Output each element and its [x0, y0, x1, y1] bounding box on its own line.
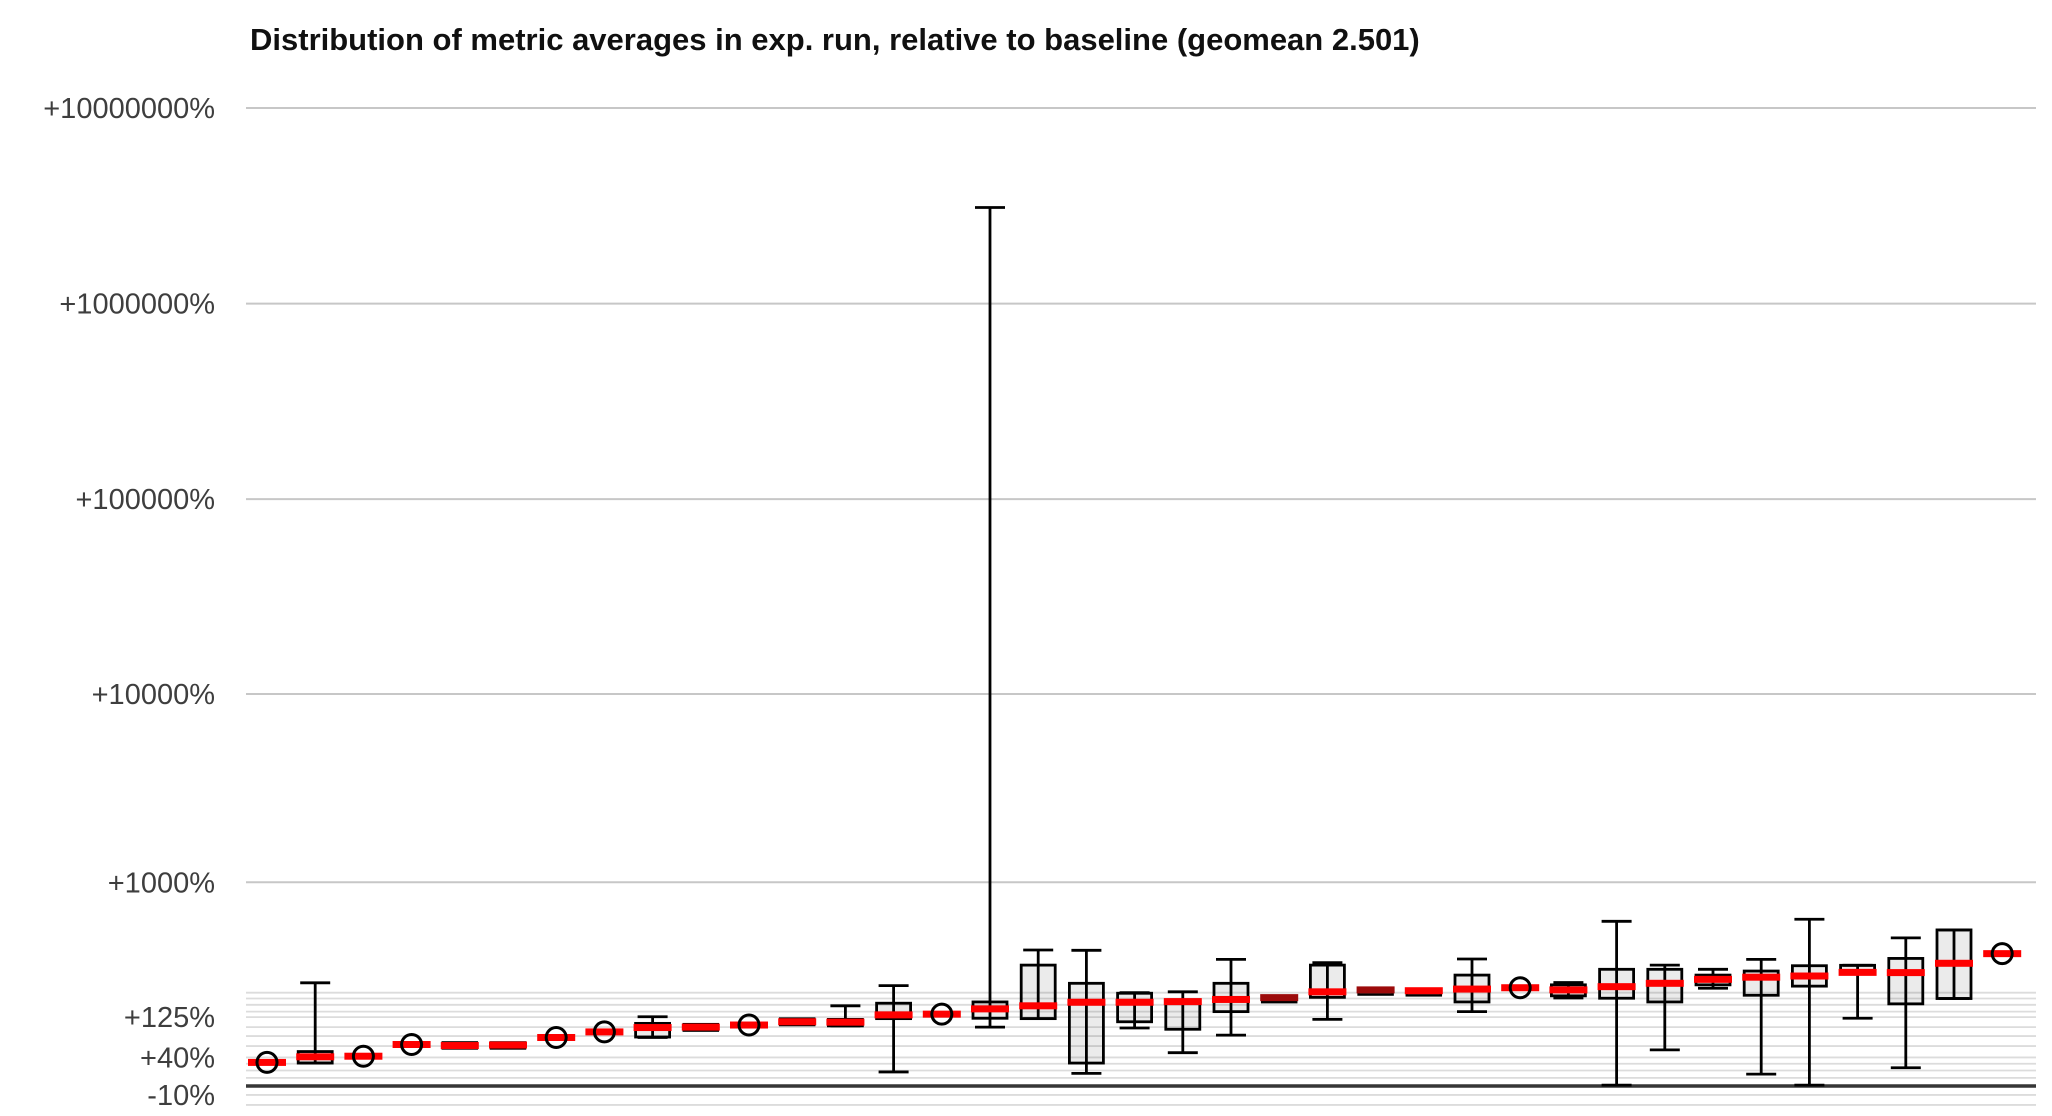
box-plot-item-33 [1838, 963, 1877, 1020]
median-line [1549, 986, 1588, 994]
median-line [489, 1041, 527, 1049]
median-line [1597, 983, 1636, 991]
box-plot-item-19 [1163, 990, 1202, 1055]
point-circle [930, 1002, 954, 1026]
point-circle [351, 1044, 375, 1068]
box-plot-item-32 [1790, 917, 1829, 1087]
median-line [1886, 969, 1925, 977]
box-plot-item-20 [1212, 957, 1250, 1037]
box-plot-item-2 [344, 1044, 383, 1068]
box-plot-item-13 [874, 984, 913, 1074]
box-plot-item-26 [1501, 976, 1540, 1000]
box-plot-item-11 [778, 1017, 817, 1027]
point-circle [737, 1013, 761, 1037]
median-line [1212, 995, 1250, 1003]
box-plot-item-4 [440, 1041, 479, 1050]
median-line [1163, 998, 1202, 1006]
box-plot-item-9 [681, 1022, 720, 1032]
point-circle [255, 1050, 279, 1074]
median-line [1645, 979, 1684, 987]
box-plot-item-21 [1260, 994, 1299, 1004]
median-line [1838, 968, 1877, 976]
box-plot-item-7 [585, 1020, 624, 1044]
y-tick-label: +10000000% [43, 93, 215, 125]
box-plot-item-25 [1453, 957, 1491, 1014]
box-plot-item-24 [1404, 987, 1443, 997]
median-line [344, 1052, 383, 1060]
median-line [826, 1018, 865, 1026]
median-line [296, 1053, 335, 1061]
median-line [537, 1033, 576, 1041]
chart-title: Distribution of metric averages in exp. … [250, 22, 1420, 57]
median-line [922, 1010, 961, 1018]
median-line [874, 1011, 913, 1019]
median-line [440, 1042, 479, 1050]
box-plot-item-12 [826, 1004, 865, 1028]
y-tick-label: -10% [147, 1080, 215, 1112]
median-line [1019, 1002, 1058, 1010]
box-plot-item-22 [1308, 961, 1347, 1021]
iqr-box [1887, 957, 1925, 1006]
box-plot-item-23 [1356, 986, 1395, 996]
median-line [392, 1040, 431, 1048]
box-plot-item-5 [489, 1041, 527, 1050]
box-plot-item-14 [922, 1002, 961, 1026]
median-line [681, 1023, 720, 1031]
median-line [778, 1018, 817, 1026]
median-line [633, 1024, 672, 1032]
box-plot-item-0 [248, 1050, 286, 1074]
point-circle [1990, 942, 2014, 966]
point-circle [1508, 976, 1532, 1000]
median-line [1742, 973, 1781, 981]
box-plot-item-31 [1742, 957, 1781, 1076]
box-plot-item-8 [633, 1015, 672, 1039]
iqr-box [1019, 963, 1057, 1021]
y-tick-label: +40% [140, 1042, 215, 1074]
box-plot-item-3 [392, 1032, 431, 1056]
y-tick-label: +10000% [92, 679, 215, 711]
box-plot-item-17 [1067, 948, 1106, 1075]
median-line [248, 1058, 286, 1066]
y-tick-label: +1000000% [59, 289, 215, 321]
iqr-box [1116, 991, 1153, 1024]
median-line [1404, 987, 1443, 995]
box-plot-item-16 [1019, 948, 1058, 1021]
median-line [1501, 984, 1540, 992]
median-line [1260, 994, 1299, 1002]
median-line [730, 1021, 768, 1029]
y-tick-label: +125% [124, 1002, 215, 1034]
median-line [1067, 998, 1106, 1006]
box-plot-item-34 [1886, 936, 1925, 1070]
box-plot-item-6 [537, 1025, 576, 1049]
y-tick-label: +1000% [108, 867, 215, 899]
box-plot-item-15 [971, 206, 1009, 1029]
median-line [1790, 972, 1829, 980]
point-circle [592, 1020, 616, 1044]
box-plot-item-29 [1645, 963, 1684, 1052]
point-circle [544, 1025, 568, 1049]
median-line [1453, 985, 1491, 993]
box-plot-item-1 [296, 981, 335, 1065]
box-plot-item-10 [730, 1013, 768, 1037]
box-plot-item-18 [1115, 991, 1154, 1030]
iqr-box [1068, 981, 1105, 1065]
median-line [1935, 959, 1973, 967]
box-plot-item-35 [1935, 928, 1973, 1000]
median-line [1983, 950, 2022, 958]
median-line [585, 1028, 624, 1036]
median-line [1356, 986, 1395, 994]
box-plot-item-36 [1983, 942, 2022, 966]
median-line [1694, 975, 1732, 983]
median-line [1115, 998, 1154, 1006]
box-plot-item-27 [1549, 981, 1588, 1000]
box-plot-item-28 [1597, 919, 1636, 1087]
y-tick-label: +100000% [76, 484, 216, 516]
median-line [1308, 988, 1347, 996]
median-line [971, 1005, 1009, 1013]
point-circle [400, 1032, 424, 1056]
box-plot-item-30 [1694, 967, 1732, 990]
